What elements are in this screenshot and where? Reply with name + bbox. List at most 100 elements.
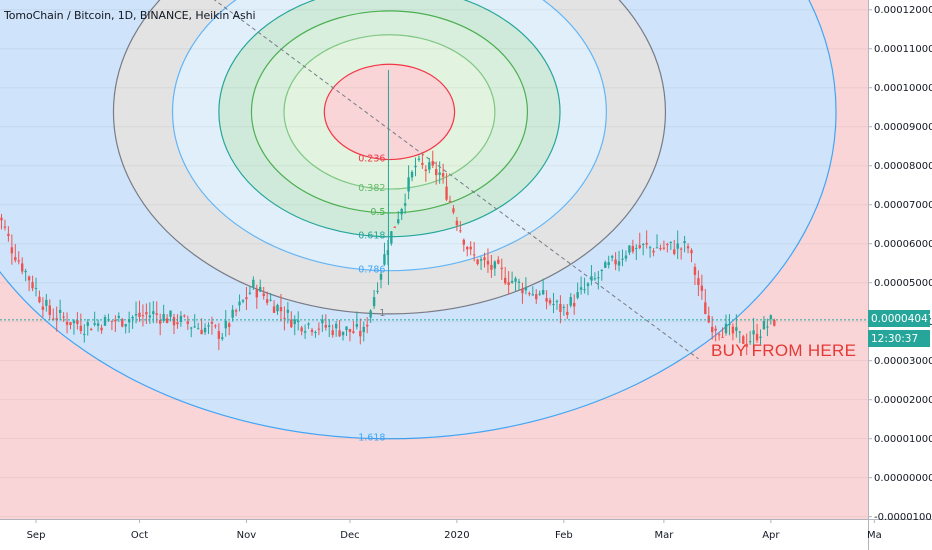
fib-circles <box>0 0 868 519</box>
candle-body <box>207 325 210 327</box>
price-tick-label: 0.00002000 <box>874 395 932 406</box>
fib-label-0-786: 0.786 <box>358 265 385 276</box>
candle-body <box>590 276 593 281</box>
price-tick-label: -0.00001000 <box>874 512 932 523</box>
candle-body <box>759 336 762 339</box>
candle-body <box>469 246 472 250</box>
time-axis[interactable]: Sep Oct Nov Dec 2020 Feb Mar Apr Ma <box>27 519 882 541</box>
candle-body <box>238 301 241 306</box>
bar-countdown-badge: 12:30:37 <box>868 330 930 347</box>
fib-label-0-382: 0.382 <box>358 183 385 194</box>
candle-body <box>221 337 224 339</box>
buy-annotation: BUY FROM HERE <box>711 341 857 360</box>
candle-body <box>21 263 24 272</box>
candle-body <box>7 233 10 237</box>
candle-body <box>369 310 372 318</box>
candle-body <box>745 343 748 347</box>
candle-body <box>748 341 752 343</box>
candle-body <box>245 297 248 300</box>
candle-body <box>131 316 134 319</box>
candle-body <box>486 260 490 265</box>
price-tick-label: 0.00005000 <box>874 278 932 289</box>
candle-body <box>462 239 465 245</box>
candle-body <box>152 311 155 315</box>
candle-body <box>666 243 669 246</box>
candle-body <box>72 320 76 324</box>
candle-body <box>510 280 514 283</box>
candle-body <box>41 306 45 310</box>
candle-body <box>638 245 641 248</box>
candle-body <box>355 324 359 327</box>
candle-body <box>697 278 700 286</box>
candle-body <box>704 302 707 315</box>
candle-body <box>586 283 590 287</box>
price-tick-label: 0.00011000 <box>874 44 932 55</box>
candle-body <box>196 328 200 330</box>
candle-body <box>114 319 117 322</box>
candle-body <box>265 299 269 303</box>
fib-label-1-618: 1.618 <box>358 433 385 444</box>
candle-body <box>10 247 14 254</box>
candle-body <box>193 326 196 328</box>
candle-body <box>624 255 628 259</box>
trend-line-layer <box>213 0 699 360</box>
candle-body <box>386 250 390 256</box>
candle-body <box>769 315 773 320</box>
candle-body <box>683 241 686 244</box>
price-tick-label: 0.00007000 <box>874 200 932 211</box>
candle-body <box>535 294 538 300</box>
candle-body <box>538 293 541 295</box>
candle-body <box>631 245 635 252</box>
time-tick-label: Apr <box>762 530 780 541</box>
candle-body <box>176 322 179 325</box>
price-tick-label: 0.00000000 <box>874 473 932 484</box>
candle-body <box>383 254 386 265</box>
candle-body <box>576 292 579 298</box>
candle-body <box>86 322 89 326</box>
last-price-badge: 0.00004047 <box>868 310 932 327</box>
candle-body <box>583 289 586 291</box>
candle-body <box>735 327 738 331</box>
candle-body <box>490 264 493 270</box>
time-tick-label: Dec <box>340 530 359 541</box>
candle-body <box>573 302 576 307</box>
candle-body <box>438 172 441 175</box>
candle-body <box>548 300 552 304</box>
candle-body <box>307 323 310 325</box>
price-tick-label: 0.00008000 <box>874 161 932 172</box>
candle-body <box>334 323 338 329</box>
candle-body <box>717 334 721 336</box>
fib-label-0-5: 0.5 <box>370 207 385 218</box>
candle-body <box>200 329 203 335</box>
candle-body <box>276 304 279 312</box>
price-axis[interactable]: 0.00012000 0.00011000 0.00010000 0.00009000… <box>868 5 932 523</box>
candle-body <box>724 323 728 334</box>
candle-body <box>58 309 62 313</box>
candle-body <box>331 330 334 336</box>
candle-body <box>34 287 38 289</box>
candle-body <box>96 323 100 326</box>
candle-body <box>252 279 255 288</box>
candle-body <box>617 261 621 266</box>
candle-body <box>262 293 265 297</box>
time-tick-label: 2020 <box>444 530 469 541</box>
candle-body <box>552 303 555 305</box>
time-tick-label: Sep <box>27 530 46 541</box>
candle-body <box>341 331 345 336</box>
candle-body <box>293 319 296 325</box>
price-tick-label: 0.00003000 <box>874 356 932 367</box>
candle-body <box>269 299 272 301</box>
candle-body <box>441 173 445 177</box>
candle-body <box>279 307 283 312</box>
candle-body <box>466 246 469 250</box>
candle-body <box>324 325 327 328</box>
candle-body <box>493 261 497 269</box>
candle-body <box>497 259 500 264</box>
candle-body <box>700 285 704 291</box>
plot-area[interactable]: 0.236 0.382 0.5 0.618 0.786 1 1.618 <box>0 0 868 519</box>
candle-body <box>317 328 321 330</box>
candle-body <box>190 327 193 329</box>
candle-body <box>48 305 51 315</box>
candle-body <box>452 208 455 213</box>
